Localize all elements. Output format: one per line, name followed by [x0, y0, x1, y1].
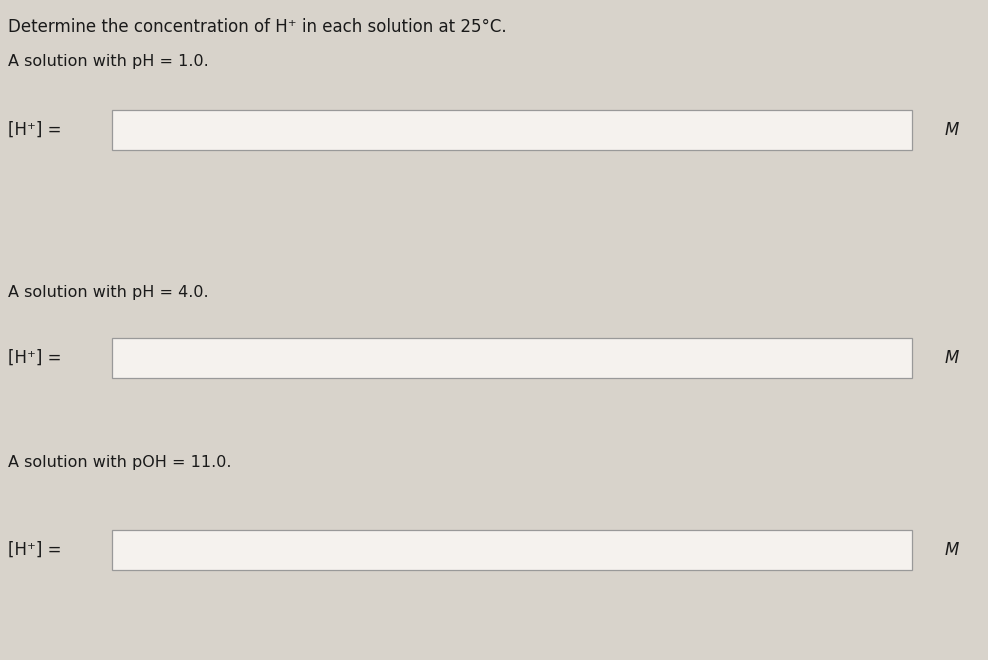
Text: M: M [945, 541, 959, 559]
Text: [H⁺] =: [H⁺] = [8, 541, 61, 559]
Text: [H⁺] =: [H⁺] = [8, 121, 61, 139]
Text: Determine the concentration of H⁺ in each solution at 25°C.: Determine the concentration of H⁺ in eac… [8, 18, 507, 36]
FancyBboxPatch shape [112, 110, 912, 150]
Text: A solution with pH = 1.0.: A solution with pH = 1.0. [8, 54, 208, 69]
Text: M: M [945, 349, 959, 367]
FancyBboxPatch shape [112, 530, 912, 570]
Text: [H⁺] =: [H⁺] = [8, 349, 61, 367]
Text: M: M [945, 121, 959, 139]
FancyBboxPatch shape [112, 338, 912, 378]
Text: A solution with pOH = 11.0.: A solution with pOH = 11.0. [8, 455, 231, 470]
Text: A solution with pH = 4.0.: A solution with pH = 4.0. [8, 285, 208, 300]
